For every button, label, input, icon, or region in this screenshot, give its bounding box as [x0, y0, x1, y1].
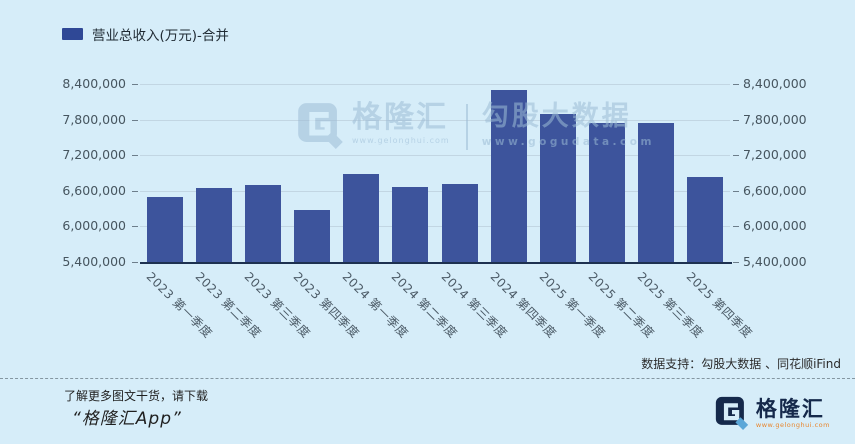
data-support-note: 数据支持：勾股大数据 、同花顺iFind — [641, 357, 841, 371]
y-axis-tick — [733, 190, 739, 192]
y-axis-tick — [733, 119, 739, 121]
y-axis-label: 6,000,000 — [743, 218, 807, 234]
gelonghui-footer-logo: 格隆汇 www.gelonghui.com — [715, 396, 830, 430]
bar — [441, 183, 478, 262]
y-axis-label: 8,400,000 — [743, 76, 807, 91]
bar — [490, 89, 527, 262]
y-axis-tick — [733, 84, 739, 85]
bar — [195, 188, 232, 262]
bar — [146, 196, 183, 262]
y-axis-tick — [733, 262, 739, 263]
y-axis-tick — [733, 155, 739, 157]
y-axis-label: 7,800,000 — [62, 111, 126, 127]
y-axis-tick — [132, 262, 138, 263]
footer-logo-name: 格隆汇 — [755, 396, 825, 421]
bar — [687, 177, 724, 262]
y-axis-tick — [132, 84, 138, 85]
dashed-divider — [0, 378, 855, 379]
y-axis-tick — [132, 119, 138, 121]
y-axis-label: 7,200,000 — [743, 147, 807, 163]
footer-logo-url: www.gelonghui.com — [755, 420, 830, 429]
legend-label: 营业总收入(万元)-合并 — [92, 28, 229, 44]
gridline — [140, 84, 730, 85]
gridline — [140, 119, 730, 121]
y-axis-tick — [132, 226, 138, 228]
y-axis-tick — [132, 155, 138, 157]
bar — [539, 113, 576, 262]
y-axis-label: 7,800,000 — [743, 111, 807, 127]
bar — [244, 184, 281, 262]
y-axis-label: 5,400,000 — [62, 254, 126, 269]
y-axis-label: 8,400,000 — [62, 76, 126, 91]
gridline — [140, 226, 730, 228]
y-axis-tick — [733, 226, 739, 228]
y-axis-label: 6,600,000 — [62, 182, 126, 198]
y-axis-label: 7,200,000 — [62, 147, 126, 163]
gelonghui-logo-icon — [715, 396, 749, 430]
legend-swatch — [62, 28, 83, 40]
legend: 营业总收入(万元)-合并 — [62, 24, 229, 44]
y-axis-label: 6,000,000 — [62, 218, 126, 234]
bar — [638, 122, 675, 262]
bar — [589, 123, 626, 262]
bar — [294, 210, 331, 262]
bar — [392, 187, 429, 262]
promo-text-line1: 了解更多图文干货，请下载 — [64, 389, 209, 403]
bar — [343, 173, 380, 262]
y-axis-label: 5,400,000 — [743, 254, 807, 269]
y-axis-label: 6,600,000 — [743, 182, 807, 198]
gridline — [140, 190, 730, 192]
promo-text-line2: “格隆汇App” — [72, 409, 182, 429]
gridline — [140, 155, 730, 157]
footer-logo-text-block: 格隆汇 www.gelonghui.com — [756, 398, 830, 429]
x-axis-line — [140, 262, 732, 264]
y-axis-tick — [132, 190, 138, 192]
